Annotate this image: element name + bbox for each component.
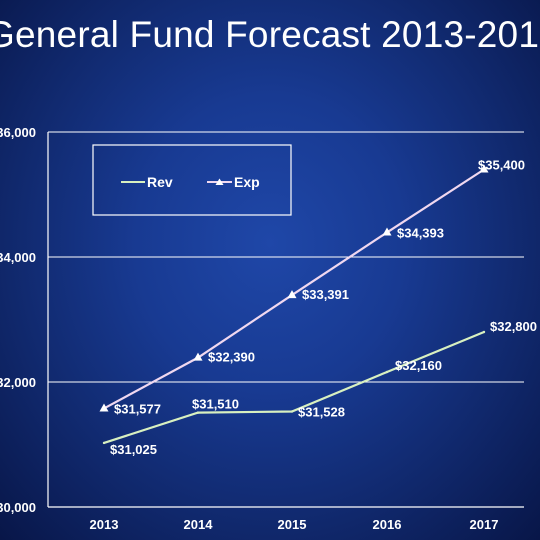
x-tick-label: 2013 — [90, 517, 119, 532]
gridlines — [47, 131, 524, 508]
data-label-exp: $35,400 — [478, 158, 525, 173]
data-point-exp — [287, 290, 297, 299]
series-line-rev — [103, 330, 485, 444]
data-point-rev — [290, 410, 294, 413]
data-label-exp: $34,393 — [397, 225, 444, 240]
y-tick-label: $34,000 — [0, 250, 36, 265]
y-tick-label: $36,000 — [0, 125, 36, 140]
data-label-rev: $32,800 — [490, 319, 537, 334]
y-tick-label: $32,000 — [0, 375, 36, 390]
y-tick-label: $30,000 — [0, 500, 36, 515]
data-point-rev — [482, 330, 486, 334]
data-label-rev: $31,528 — [298, 405, 345, 420]
data-point-exp — [479, 164, 489, 173]
data-point-exp — [193, 352, 203, 361]
data-point-exp — [382, 227, 392, 236]
y-axis-ticks: $30,000 $32,000 $34,000 $36,000 — [0, 125, 36, 515]
data-point-rev — [196, 411, 200, 414]
x-tick-label: 2014 — [184, 517, 214, 532]
x-tick-label: 2017 — [470, 517, 499, 532]
data-point-exp — [99, 403, 109, 412]
x-tick-label: 2016 — [373, 517, 402, 532]
data-label-exp: $33,391 — [302, 287, 349, 302]
page-title: General Fund Forecast 2013-2017 — [0, 14, 540, 55]
legend-box — [92, 144, 292, 216]
data-label-rev: $31,025 — [110, 442, 157, 457]
series-group: $31,025 $31,510 $31,528 $32,160 $32,800 $31,5… — [99, 158, 537, 457]
data-label-rev: $31,510 — [192, 397, 239, 412]
data-label-exp: $31,577 — [114, 401, 161, 416]
data-point-rev — [385, 370, 389, 374]
data-label-exp: $32,390 — [208, 350, 255, 365]
legend-rev-label: Rev — [147, 174, 173, 190]
legend-exp-label: Exp — [234, 174, 260, 190]
data-label-rev: $32,160 — [395, 358, 442, 373]
legend-exp-marker — [215, 178, 224, 185]
x-tick-label: 2015 — [278, 517, 307, 532]
legend: Rev Exp — [92, 144, 292, 216]
x-axis-ticks: 2013 2014 2015 2016 2017 — [90, 517, 499, 532]
data-point-rev — [102, 441, 106, 445]
